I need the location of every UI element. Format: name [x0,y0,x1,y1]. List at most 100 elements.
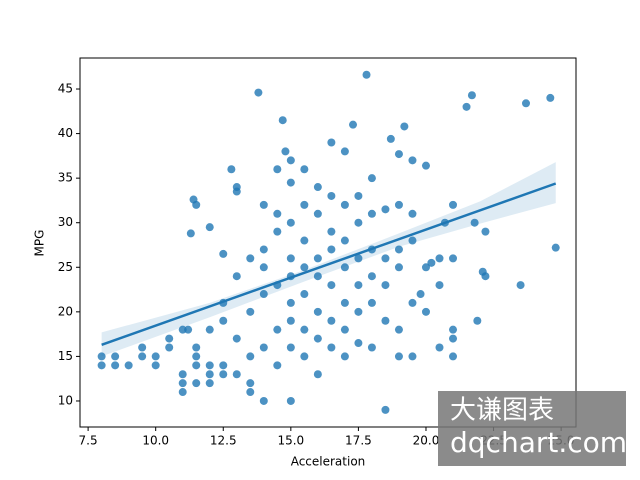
point [300,352,309,361]
point [546,93,555,102]
point [205,379,214,388]
point [394,352,403,361]
y-tick-label: 20 [58,304,73,318]
point [259,396,268,405]
point [219,316,228,325]
point [408,352,417,361]
point [186,229,195,238]
point [192,379,201,388]
point [246,388,255,397]
y-tick-label: 15 [58,349,73,363]
point [467,91,476,100]
watermark: dqchart.com [450,426,627,459]
point [111,352,120,361]
point [165,343,174,352]
point [435,343,444,352]
point [367,174,376,183]
point [286,298,295,307]
point [254,88,263,97]
y-axis-label: MPG [33,230,47,257]
point [227,165,236,174]
point [394,263,403,272]
x-tick-label: 15.0 [277,434,304,448]
point [313,183,322,192]
point [381,316,390,325]
point [381,405,390,414]
point [473,316,482,325]
point [246,254,255,263]
point [219,370,228,379]
y-tick-label: 40 [58,126,73,140]
point [340,298,349,307]
point [421,263,430,272]
point [205,223,214,232]
point [340,263,349,272]
point [300,325,309,334]
point [205,325,214,334]
plot-frame [79,57,577,428]
x-tick-label: 17.5 [345,434,372,448]
point [340,236,349,245]
point [300,200,309,209]
point [192,361,201,370]
point [286,254,295,263]
point [449,200,458,209]
point [273,209,282,218]
point [354,218,363,227]
point [354,191,363,200]
point [232,334,241,343]
point [300,290,309,299]
point [259,343,268,352]
point [286,343,295,352]
point [394,200,403,209]
point [313,254,322,263]
point [340,147,349,156]
point [327,138,336,147]
point [354,339,363,348]
point [192,200,201,209]
point [219,361,228,370]
point [327,245,336,254]
point [273,325,282,334]
point [435,254,444,263]
x-tick-label: 10.0 [142,434,169,448]
point [138,343,147,352]
point [408,209,417,218]
point [327,281,336,290]
regression-line [101,182,557,346]
point [286,156,295,165]
point [205,361,214,370]
point [362,70,371,79]
point [192,343,201,352]
confidence-band [101,162,556,357]
point [111,361,120,370]
point [327,191,336,200]
point [449,325,458,334]
point [278,116,287,125]
point [340,352,349,361]
point [481,227,490,236]
point [286,396,295,405]
point [449,334,458,343]
point [232,272,241,281]
point [327,343,336,352]
y-tick-label: 35 [58,171,73,185]
point [340,325,349,334]
point [381,281,390,290]
watermark-box [438,391,626,466]
point [521,99,530,108]
point [435,281,444,290]
point [273,361,282,370]
point [124,361,133,370]
point [300,236,309,245]
point [246,352,255,361]
y-tick-label: 25 [58,260,73,274]
point [313,307,322,316]
point [138,352,147,361]
point [367,209,376,218]
point [178,379,187,388]
point [192,352,201,361]
point [286,316,295,325]
y-tick-label: 10 [58,393,73,407]
